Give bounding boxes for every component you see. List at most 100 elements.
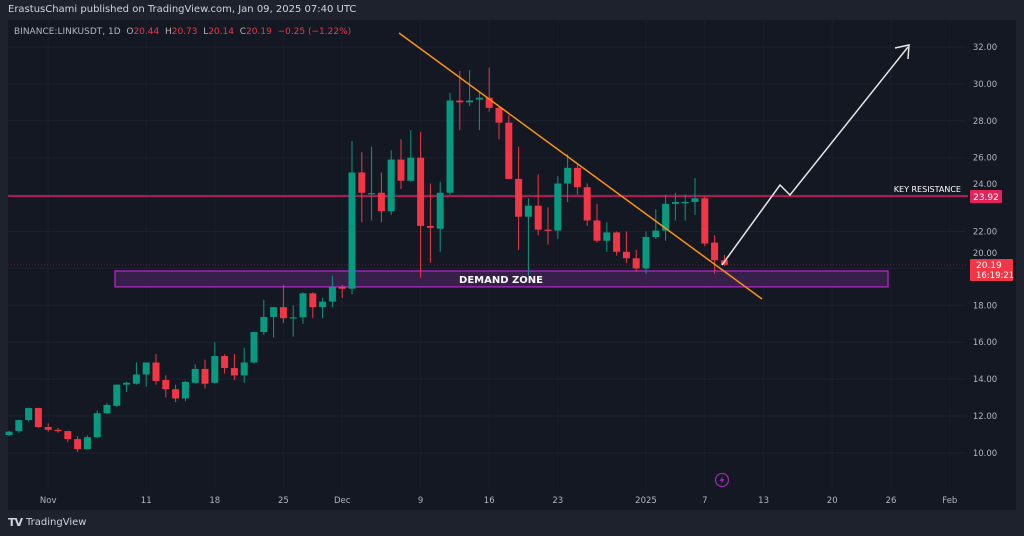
candle-up[interactable] — [15, 419, 23, 433]
candle-down[interactable] — [338, 285, 346, 298]
candle-up[interactable] — [368, 146, 376, 221]
lightning-icon[interactable] — [714, 472, 730, 488]
candle-up[interactable] — [436, 181, 444, 252]
candle-up[interactable] — [446, 93, 454, 195]
candle-up[interactable] — [319, 297, 327, 319]
candle-down[interactable] — [397, 139, 405, 190]
candle-down[interactable] — [230, 354, 238, 381]
candle-body — [83, 437, 91, 450]
candle-down[interactable] — [162, 375, 170, 398]
candle-up[interactable] — [132, 362, 140, 385]
candle-down[interactable] — [358, 152, 366, 223]
candle-body — [593, 220, 601, 241]
candle-up[interactable] — [123, 381, 131, 393]
candle-down[interactable] — [279, 285, 287, 323]
candle-up[interactable] — [299, 292, 307, 324]
candle-up[interactable] — [289, 305, 297, 337]
candle-up[interactable] — [260, 299, 268, 335]
candle-down[interactable] — [54, 427, 62, 433]
candle-up[interactable] — [240, 347, 248, 383]
candle-body — [495, 107, 503, 123]
candle-down[interactable] — [221, 354, 229, 374]
candle-down[interactable] — [573, 163, 581, 195]
candle-up[interactable] — [642, 231, 650, 274]
time-axis[interactable]: Nov 11 18 25 Dec 9 16 23 2025 7 13 20 26 Feb — [40, 496, 957, 506]
candle-up[interactable] — [603, 222, 611, 252]
candle-up[interactable] — [93, 410, 101, 439]
candle-down[interactable] — [377, 172, 385, 223]
candle-body — [15, 420, 23, 431]
candle-down[interactable] — [44, 423, 52, 432]
symbol-legend[interactable]: BINANCE:LINKUSDT, 1D O20.44 H20.73 L20.1… — [14, 27, 351, 37]
candle-up[interactable] — [662, 194, 670, 241]
candle-down[interactable] — [583, 183, 591, 226]
high-label: H — [164, 27, 172, 37]
candle-down[interactable] — [485, 67, 493, 112]
candle-down[interactable] — [64, 430, 72, 442]
time-tick-label: 9 — [418, 496, 423, 506]
candle-up[interactable] — [475, 91, 483, 131]
demand-zone-box[interactable] — [114, 270, 889, 288]
candle-down[interactable] — [711, 235, 719, 274]
candle-up[interactable] — [5, 430, 13, 437]
candle-up[interactable] — [348, 141, 356, 295]
candle-up[interactable] — [681, 194, 689, 221]
candle-down[interactable] — [34, 407, 42, 428]
candle-down[interactable] — [152, 354, 160, 385]
price-tick-label: 30.00 — [973, 80, 997, 90]
candle-down[interactable] — [544, 207, 552, 245]
descending-trendline[interactable] — [398, 32, 763, 300]
candle-down[interactable] — [309, 292, 317, 319]
candle-up[interactable] — [113, 384, 121, 407]
candle-down[interactable] — [495, 106, 503, 140]
candle-up[interactable] — [652, 209, 660, 239]
price-axis[interactable]: 32.00 30.00 28.00 26.00 24.00 22.00 20.00 18.00… — [973, 43, 997, 459]
candle-down[interactable] — [172, 384, 180, 403]
candle-body — [309, 293, 317, 308]
candle-up[interactable] — [554, 176, 562, 239]
candle-down[interactable] — [622, 231, 630, 263]
candle-up[interactable] — [103, 403, 111, 415]
candle-body — [221, 356, 229, 369]
candle-up[interactable] — [524, 198, 532, 276]
candle-body — [338, 286, 346, 289]
tradingview-logo[interactable]: TV TradingView — [8, 516, 86, 529]
candle-down[interactable] — [593, 203, 601, 243]
candle-up[interactable] — [564, 154, 572, 202]
candle-down[interactable] — [534, 174, 542, 236]
candle-up[interactable] — [671, 192, 679, 221]
candle-body — [103, 404, 111, 414]
candle-up[interactable] — [191, 364, 199, 384]
candle-down[interactable] — [515, 146, 523, 250]
candle-down[interactable] — [417, 131, 425, 278]
candle-down[interactable] — [632, 249, 640, 273]
candle-down[interactable] — [505, 115, 513, 179]
price-tick-label: 10.00 — [973, 449, 997, 459]
candle-up[interactable] — [387, 150, 395, 215]
candle-up[interactable] — [25, 407, 33, 422]
candle-body — [613, 232, 621, 252]
candle-up[interactable] — [142, 362, 150, 387]
candle-body — [564, 167, 572, 184]
candle-up[interactable] — [83, 435, 91, 450]
candle-down[interactable] — [426, 183, 434, 263]
candle-body — [5, 431, 13, 436]
candle-up[interactable] — [691, 177, 699, 215]
candle-down[interactable] — [201, 359, 209, 389]
price-tick-label: 28.00 — [973, 117, 997, 127]
candle-down[interactable] — [74, 436, 82, 452]
candle-up[interactable] — [466, 70, 474, 107]
candle-up[interactable] — [407, 130, 415, 182]
candle-up[interactable] — [328, 275, 336, 308]
candle-up[interactable] — [211, 342, 219, 384]
projection-arrowhead-icon — [894, 44, 910, 60]
candle-down[interactable] — [613, 231, 621, 256]
candle-up[interactable] — [250, 332, 258, 364]
candle-up[interactable] — [181, 380, 189, 402]
candle-down[interactable] — [701, 196, 709, 247]
candle-body — [191, 368, 199, 383]
candle-up[interactable] — [270, 307, 278, 338]
projection-arrow[interactable] — [721, 46, 909, 266]
candle-down[interactable] — [456, 70, 464, 131]
